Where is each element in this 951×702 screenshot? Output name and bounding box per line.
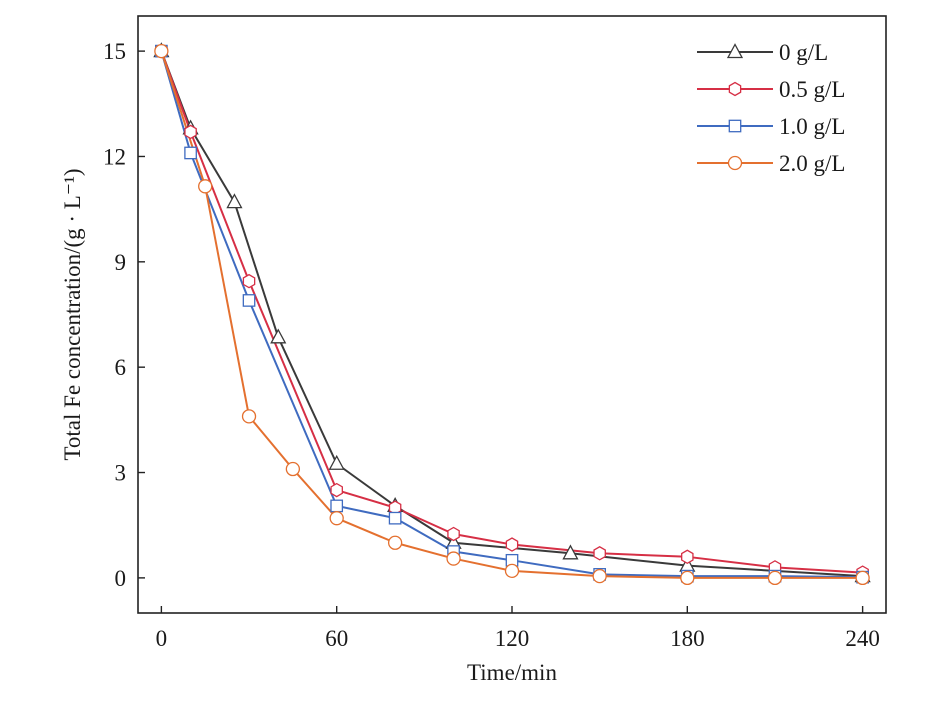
legend-marker (728, 119, 742, 133)
series-0 (160, 50, 863, 578)
series-line (160, 50, 863, 578)
legend-marker (728, 81, 742, 97)
data-point (387, 535, 403, 550)
data-point (242, 294, 256, 307)
x-tick-label: 240 (845, 626, 880, 651)
legend-label: 0 g/L (779, 40, 828, 65)
x-tick-label: 0 (156, 626, 168, 651)
y-tick-label: 3 (115, 461, 127, 486)
data-point (198, 179, 213, 194)
data-point (593, 546, 606, 561)
data-point (285, 461, 301, 477)
data-point (446, 551, 461, 566)
legend: 0 g/L 0.5 g/L 1.0 g/L 2.0 g/L (697, 40, 845, 176)
axes: 0 60 120 180 240 0 3 6 9 12 15 (103, 15, 887, 651)
x-axis-label: Time/min (467, 660, 557, 685)
data-point (184, 146, 197, 160)
y-tick-label: 12 (103, 144, 126, 169)
legend-label: 2.0 g/L (779, 151, 845, 176)
series-1 (160, 50, 863, 574)
data-point (154, 43, 169, 59)
data-point (855, 570, 870, 586)
data-point (226, 193, 243, 209)
data-point (504, 563, 520, 579)
data-point (505, 537, 519, 552)
data-point (329, 511, 344, 526)
data-point (242, 273, 256, 289)
y-tick-label: 15 (103, 39, 126, 64)
x-tick-label: 60 (325, 626, 348, 651)
y-tick-label: 9 (115, 250, 127, 275)
y-tick-label: 0 (115, 566, 127, 591)
data-point (562, 544, 579, 560)
y-tick-label: 6 (115, 355, 127, 380)
legend-marker (727, 155, 743, 171)
data-point (447, 526, 460, 542)
y-axis-label: Total Fe concentration/(g · L⁻¹) (60, 168, 85, 460)
x-tick-label: 180 (670, 626, 705, 651)
data-point (767, 570, 783, 586)
series-group (153, 42, 871, 586)
data-point (592, 568, 607, 584)
plot-frame (137, 15, 887, 614)
data-point (184, 124, 197, 140)
series-3 (160, 50, 863, 579)
series-2 (160, 50, 863, 579)
data-point (330, 482, 343, 498)
legend-label: 1.0 g/L (779, 114, 845, 139)
legend-label: 0.5 g/L (779, 77, 845, 102)
series-line (160, 50, 863, 579)
series-markers-3 (154, 43, 870, 586)
x-tick-label: 120 (495, 626, 530, 651)
data-point (270, 328, 287, 344)
data-point (328, 454, 345, 470)
series-line (160, 50, 863, 574)
data-point (680, 570, 695, 586)
data-point (330, 499, 344, 513)
series-line (160, 50, 863, 579)
data-point (241, 409, 257, 424)
legend-marker (726, 43, 744, 59)
data-point (681, 549, 694, 565)
data-point (388, 511, 402, 525)
